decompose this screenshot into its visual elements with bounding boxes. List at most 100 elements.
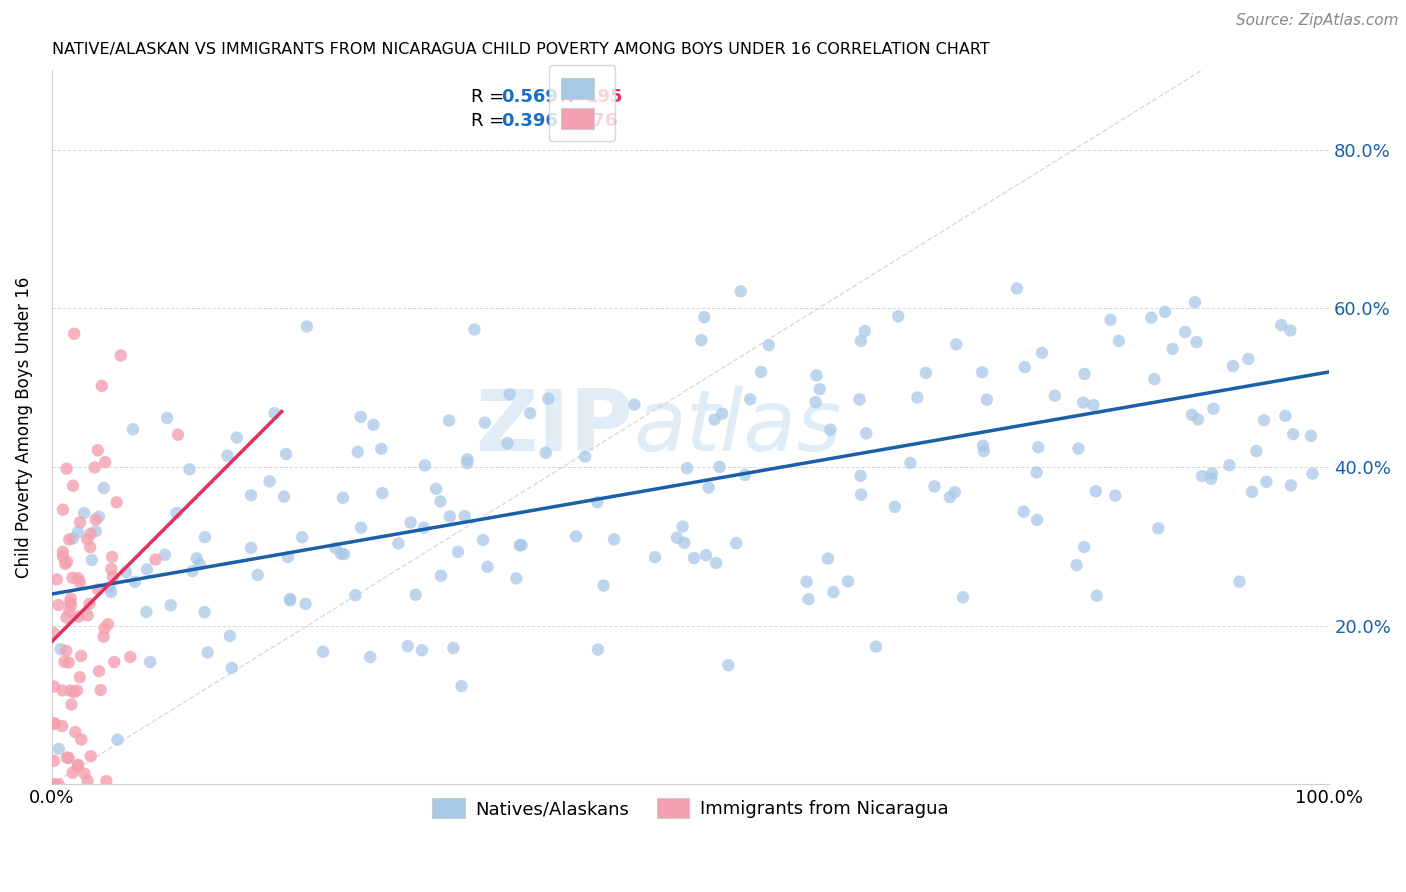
- Point: [94, 455, 117, 469]
- Point: [1071, 395, 1094, 409]
- Point: [1099, 312, 1122, 326]
- Point: [217, 449, 239, 463]
- Point: [1246, 444, 1268, 458]
- Point: [505, 571, 527, 585]
- Point: [1222, 359, 1244, 373]
- Point: [1279, 478, 1302, 492]
- Point: [499, 387, 522, 401]
- Point: [67, 571, 90, 585]
- Point: [855, 426, 877, 441]
- Point: [363, 417, 385, 432]
- Point: [1108, 334, 1130, 348]
- Point: [905, 391, 928, 405]
- Point: [346, 445, 368, 459]
- Text: N =: N =: [548, 88, 600, 106]
- Point: [79, 526, 101, 541]
- Point: [246, 568, 269, 582]
- Point: [666, 531, 689, 545]
- Point: [952, 591, 974, 605]
- Point: [103, 655, 125, 669]
- Point: [1282, 427, 1305, 442]
- Point: [153, 548, 176, 562]
- Point: [87, 509, 110, 524]
- Point: [574, 450, 596, 464]
- Point: [197, 645, 219, 659]
- Point: [291, 530, 314, 544]
- Point: [1299, 429, 1322, 443]
- Point: [350, 521, 373, 535]
- Point: [66, 758, 89, 772]
- Point: [79, 540, 101, 554]
- Point: [73, 766, 96, 780]
- Point: [52, 545, 75, 559]
- Point: [294, 597, 316, 611]
- Point: [124, 574, 146, 589]
- Point: [865, 640, 887, 654]
- Point: [62, 571, 84, 585]
- Point: [48, 598, 70, 612]
- Point: [76, 608, 98, 623]
- Point: [1237, 351, 1260, 366]
- Point: [749, 365, 772, 379]
- Point: [1302, 467, 1324, 481]
- Point: [456, 456, 478, 470]
- Point: [725, 536, 748, 550]
- Point: [1031, 346, 1053, 360]
- Point: [853, 324, 876, 338]
- Point: [623, 398, 645, 412]
- Point: [186, 551, 208, 566]
- Point: [820, 423, 842, 437]
- Point: [67, 524, 90, 539]
- Point: [48, 742, 70, 756]
- Point: [676, 461, 699, 475]
- Point: [437, 413, 460, 427]
- Point: [44, 716, 66, 731]
- Point: [295, 319, 318, 334]
- Point: [1201, 467, 1223, 481]
- Point: [970, 365, 993, 379]
- Point: [690, 333, 713, 347]
- Point: [188, 558, 211, 572]
- Point: [325, 541, 347, 555]
- Point: [122, 422, 145, 436]
- Point: [100, 585, 122, 599]
- Point: [110, 348, 132, 362]
- Point: [42, 716, 65, 731]
- Point: [429, 494, 451, 508]
- Point: [1073, 540, 1095, 554]
- Point: [413, 458, 436, 473]
- Point: [1161, 342, 1184, 356]
- Point: [425, 482, 447, 496]
- Text: 0.569: 0.569: [502, 88, 558, 106]
- Point: [1199, 472, 1222, 486]
- Point: [453, 509, 475, 524]
- Point: [1181, 408, 1204, 422]
- Point: [58, 533, 80, 547]
- Point: [60, 698, 83, 712]
- Point: [477, 560, 499, 574]
- Point: [273, 490, 295, 504]
- Point: [900, 456, 922, 470]
- Point: [59, 595, 82, 609]
- Point: [644, 550, 666, 565]
- Point: [1066, 558, 1088, 573]
- Point: [430, 568, 453, 582]
- Point: [1026, 513, 1049, 527]
- Point: [107, 732, 129, 747]
- Point: [76, 773, 98, 788]
- Point: [703, 412, 725, 426]
- Point: [69, 575, 91, 590]
- Point: [105, 495, 128, 509]
- Point: [53, 557, 76, 571]
- Point: [509, 538, 531, 552]
- Point: [474, 416, 496, 430]
- Point: [1143, 372, 1166, 386]
- Point: [837, 574, 859, 589]
- Point: [240, 541, 263, 555]
- Point: [145, 552, 167, 566]
- Text: 0.396: 0.396: [502, 112, 558, 130]
- Point: [179, 462, 201, 476]
- Point: [472, 533, 495, 547]
- Point: [804, 395, 827, 409]
- Point: [55, 461, 77, 475]
